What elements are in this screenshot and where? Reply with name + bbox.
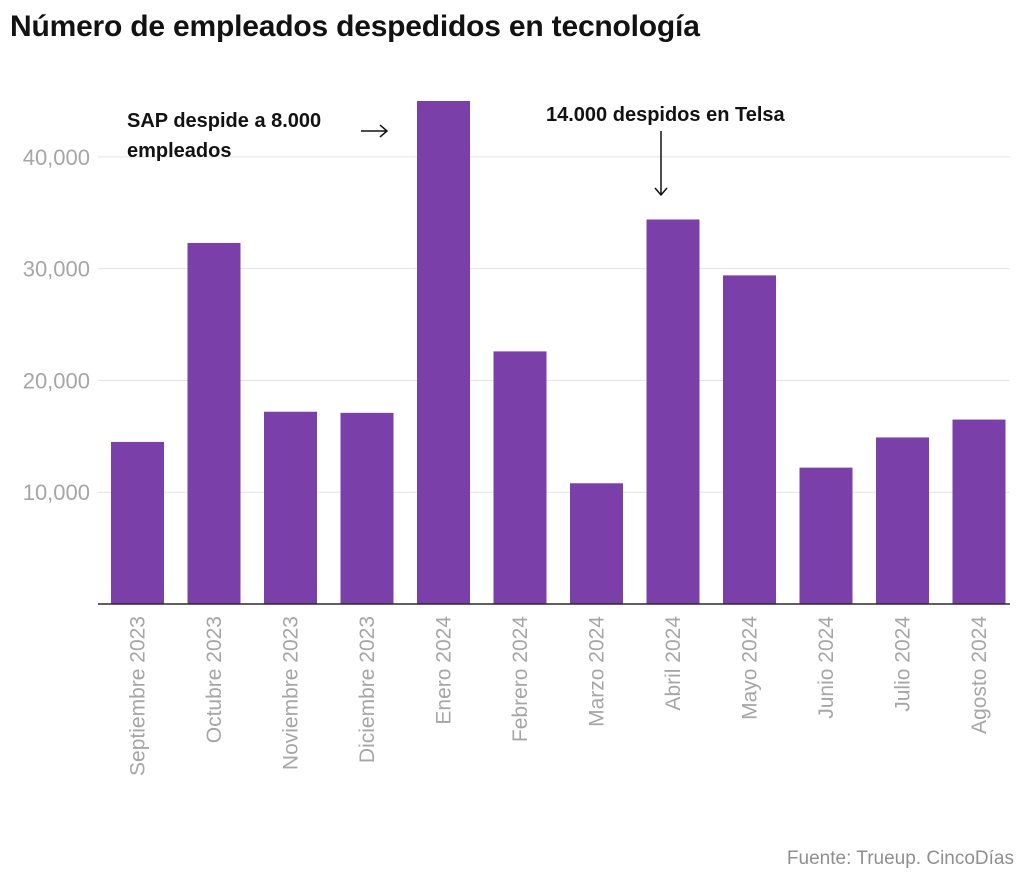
bar <box>876 437 929 604</box>
x-tick-label: Julio 2024 <box>892 616 915 712</box>
y-tick-label: 20,000 <box>23 368 90 393</box>
bar <box>646 219 700 605</box>
bar <box>111 441 164 604</box>
y-tick-label: 30,000 <box>23 257 90 282</box>
x-tick-label: Mayo 2024 <box>739 616 762 720</box>
bar <box>493 351 547 604</box>
arrow-down-icon <box>654 131 668 197</box>
x-tick-label: Febrero 2024 <box>509 616 532 742</box>
bar <box>417 101 470 604</box>
y-tick-label: 40,000 <box>23 145 90 170</box>
x-tick-label: Junio 2024 <box>815 616 838 719</box>
x-tick-label: Agosto 2024 <box>968 616 991 734</box>
bar <box>264 411 317 604</box>
x-tick-label: Enero 2024 <box>433 616 456 725</box>
x-tick-label: Septiembre 2023 <box>127 616 150 776</box>
bar <box>340 412 394 604</box>
bar <box>187 242 241 605</box>
bar <box>952 419 1006 604</box>
x-tick-label: Abril 2024 <box>662 616 685 711</box>
x-tick-label: Marzo 2024 <box>586 616 609 727</box>
bar <box>723 275 776 604</box>
annotation-text: 14.000 despidos en Telsa <box>546 104 786 126</box>
annotation-text: empleados <box>127 140 231 162</box>
x-tick-label: Diciembre 2023 <box>356 616 379 763</box>
x-tick-label: Noviembre 2023 <box>280 616 303 770</box>
y-tick-label: 10,000 <box>23 480 90 505</box>
bar <box>799 467 853 604</box>
x-tick-label: Octubre 2023 <box>203 616 226 743</box>
annotation-text: SAP despide a 8.000 <box>127 110 321 132</box>
chart-title: Número de empleados despedidos en tecnol… <box>10 10 700 43</box>
arrow-right-icon <box>361 124 389 138</box>
bar <box>570 483 623 604</box>
source-note: Fuente: Trueup. CincoDías <box>786 848 1014 869</box>
